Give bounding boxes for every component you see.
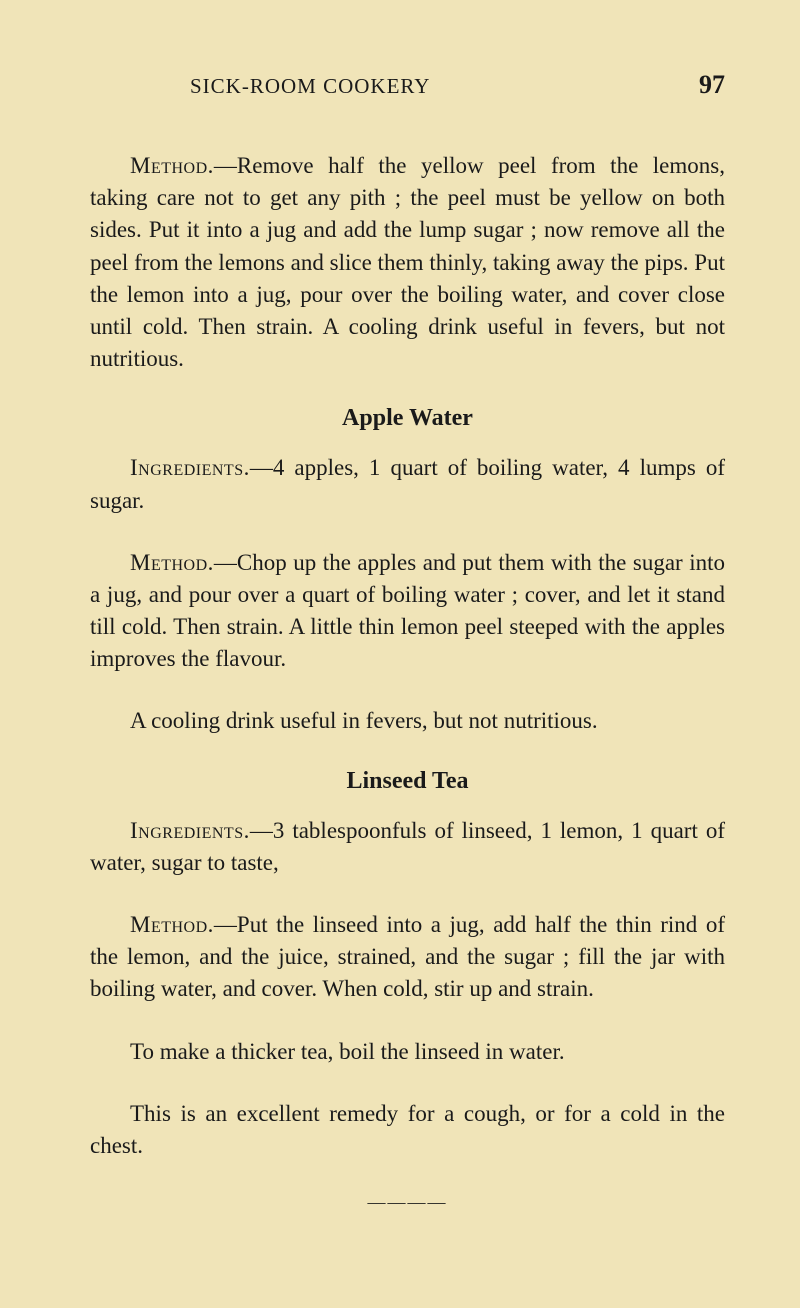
intro-method-paragraph: Method.—Remove half the yellow peel from… xyxy=(90,150,725,375)
ingredients-label: Ingredients. xyxy=(130,818,250,843)
recipe1-note: A cooling drink useful in fevers, but no… xyxy=(90,705,725,737)
page-header: SICK-ROOM COOKERY 97 xyxy=(90,70,725,100)
method-label: Method. xyxy=(130,550,214,575)
recipe1-ingredients-paragraph: Ingredients.—4 apples, 1 quart of boilin… xyxy=(90,452,725,516)
section-divider: ———— xyxy=(90,1192,725,1213)
ingredients-label: Ingredients. xyxy=(130,455,250,480)
recipe2-method-paragraph: Method.—Put the linseed into a jug, add … xyxy=(90,909,725,1006)
page-number: 97 xyxy=(699,70,725,100)
running-title: SICK-ROOM COOKERY xyxy=(190,74,430,99)
recipe-title-linseed-tea: Linseed Tea xyxy=(90,768,725,795)
recipe-title-apple-water: Apple Water xyxy=(90,405,725,432)
recipe2-note1: To make a thicker tea, boil the linseed … xyxy=(90,1036,725,1068)
recipe1-method-paragraph: Method.—Chop up the apples and put them … xyxy=(90,547,725,676)
intro-method-text: —Remove half the yellow peel from the le… xyxy=(90,153,725,371)
recipe2-ingredients-paragraph: Ingredients.—3 tablespoonfuls of linseed… xyxy=(90,815,725,879)
recipe2-note2: This is an excellent remedy for a cough,… xyxy=(90,1098,725,1162)
method-label: Method. xyxy=(130,153,214,178)
method-label: Method. xyxy=(130,912,214,937)
